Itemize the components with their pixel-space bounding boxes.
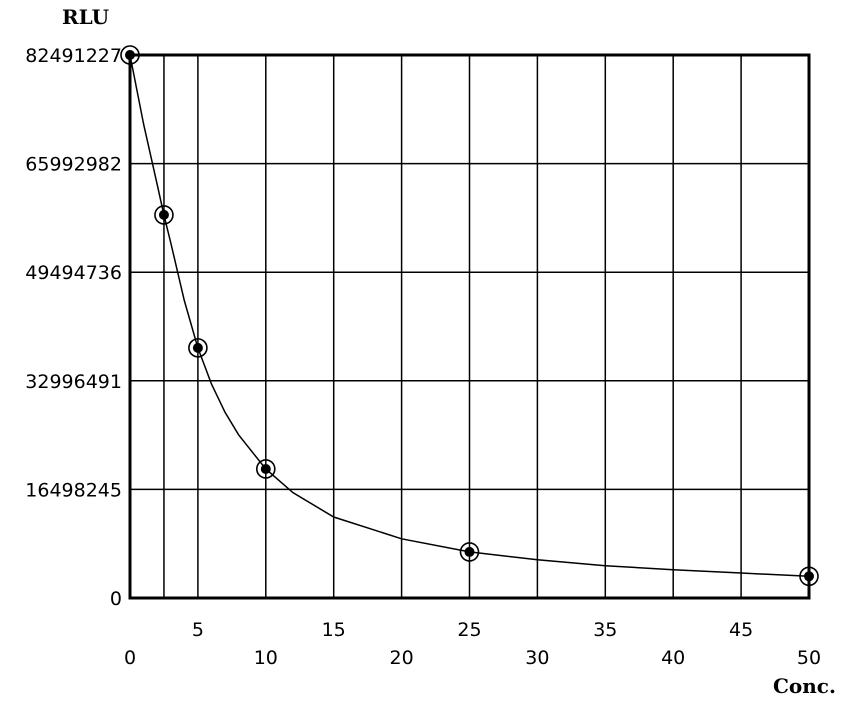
y-tick-label: 65992982 [25, 154, 122, 176]
y-tick-label: 16498245 [25, 479, 122, 501]
x-tick-label-lower: 30 [525, 647, 549, 669]
x-tick-label-lower: 0 [124, 647, 136, 669]
data-point-dot [261, 464, 271, 474]
x-axis-title: Conc. [773, 674, 836, 698]
y-tick-label: 49494736 [25, 262, 122, 284]
data-point-dot [465, 547, 475, 557]
x-tick-label-lower: 20 [390, 647, 414, 669]
y-axis-title: RLU [62, 5, 109, 29]
x-tick-label-upper: 35 [593, 619, 617, 641]
data-point-dot [125, 50, 135, 60]
y-tick-label: 32996491 [25, 371, 122, 393]
y-tick-label: 82491227 [25, 45, 122, 67]
x-tick-label-lower: 50 [797, 647, 821, 669]
x-tick-labels: 5 15 25 35 45 0 10 20 30 40 50 [124, 619, 821, 669]
y-tick-label: 0 [110, 588, 122, 610]
data-point-dot [193, 343, 203, 353]
x-tick-label-upper: 25 [457, 619, 481, 641]
x-tick-label-lower: 40 [661, 647, 685, 669]
x-tick-label-upper: 15 [322, 619, 346, 641]
y-tick-labels: 0 16498245 32996491 49494736 65992982 8249122… [25, 45, 122, 610]
data-point-dot [804, 571, 814, 581]
data-point-dot [159, 210, 169, 220]
x-tick-label-upper: 45 [729, 619, 753, 641]
x-tick-label-upper: 5 [192, 619, 204, 641]
x-tick-label-lower: 10 [254, 647, 278, 669]
